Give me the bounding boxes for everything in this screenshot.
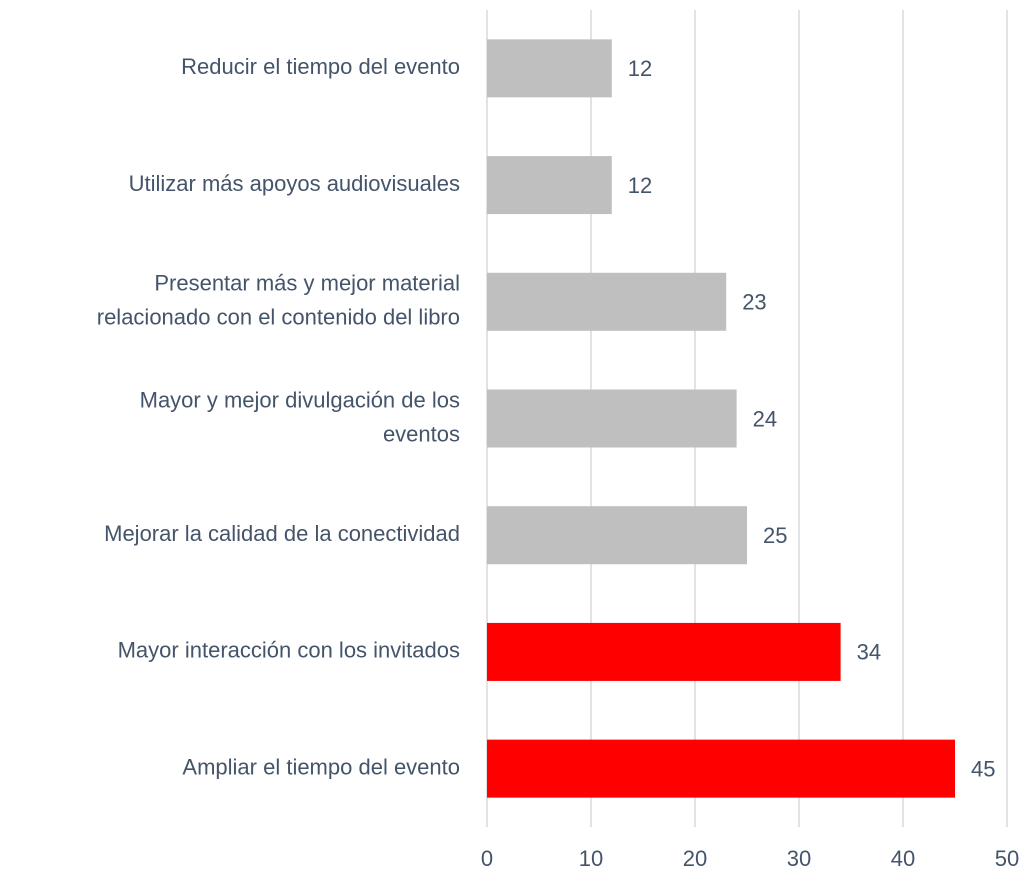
y-tick-label: Utilizar más apoyos audiovisuales bbox=[129, 171, 460, 196]
value-label: 12 bbox=[628, 173, 652, 198]
value-label: 24 bbox=[753, 406, 777, 431]
x-tick-label: 50 bbox=[995, 846, 1019, 871]
value-label: 12 bbox=[628, 56, 652, 81]
bar bbox=[487, 739, 955, 798]
x-tick-label: 40 bbox=[891, 846, 915, 871]
y-tick-label: Mayor interacción con los invitados bbox=[118, 638, 460, 663]
x-tick-label: 20 bbox=[683, 846, 707, 871]
bar bbox=[487, 622, 841, 681]
y-tick-label: relacionado con el contenido del libro bbox=[97, 305, 460, 330]
x-tick-label: 30 bbox=[787, 846, 811, 871]
y-tick-label: Presentar más y mejor material bbox=[154, 271, 460, 296]
y-tick-label: Mejorar la calidad de la conectividad bbox=[104, 521, 460, 546]
bar bbox=[487, 272, 727, 331]
bar bbox=[487, 39, 612, 98]
value-label: 45 bbox=[971, 756, 995, 781]
value-label: 25 bbox=[763, 523, 787, 548]
y-tick-label: Reducir el tiempo del evento bbox=[181, 54, 460, 79]
y-tick-label: eventos bbox=[383, 421, 460, 446]
y-tick-label: Ampliar el tiempo del evento bbox=[182, 754, 460, 779]
bar bbox=[487, 156, 612, 215]
value-label: 23 bbox=[742, 290, 766, 315]
y-tick-label: Mayor y mejor divulgación de los bbox=[140, 387, 460, 412]
bar bbox=[487, 389, 737, 448]
value-label: 34 bbox=[857, 640, 881, 665]
bar bbox=[487, 506, 747, 565]
x-tick-label: 0 bbox=[481, 846, 493, 871]
x-tick-label: 10 bbox=[579, 846, 603, 871]
